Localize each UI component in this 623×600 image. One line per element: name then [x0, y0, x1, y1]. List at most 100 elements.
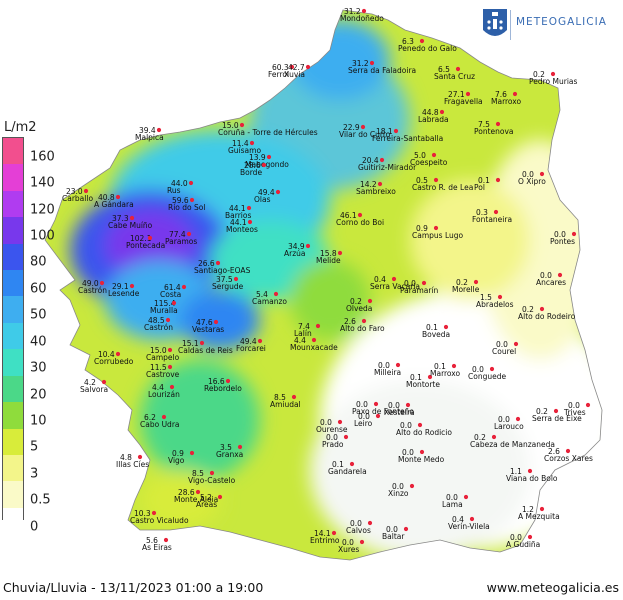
- station-marker[interactable]: 40.8A Gándara: [94, 193, 134, 209]
- station-marker[interactable]: 5.6As Eiras: [142, 536, 172, 552]
- website-link[interactable]: www.meteogalicia.es: [486, 580, 619, 595]
- station-marker[interactable]: 0.0A Gudiña: [506, 533, 540, 549]
- station-marker[interactable]: 1.2A Mezquita: [518, 505, 560, 521]
- station-marker[interactable]: 0.0O Xipro: [518, 170, 546, 186]
